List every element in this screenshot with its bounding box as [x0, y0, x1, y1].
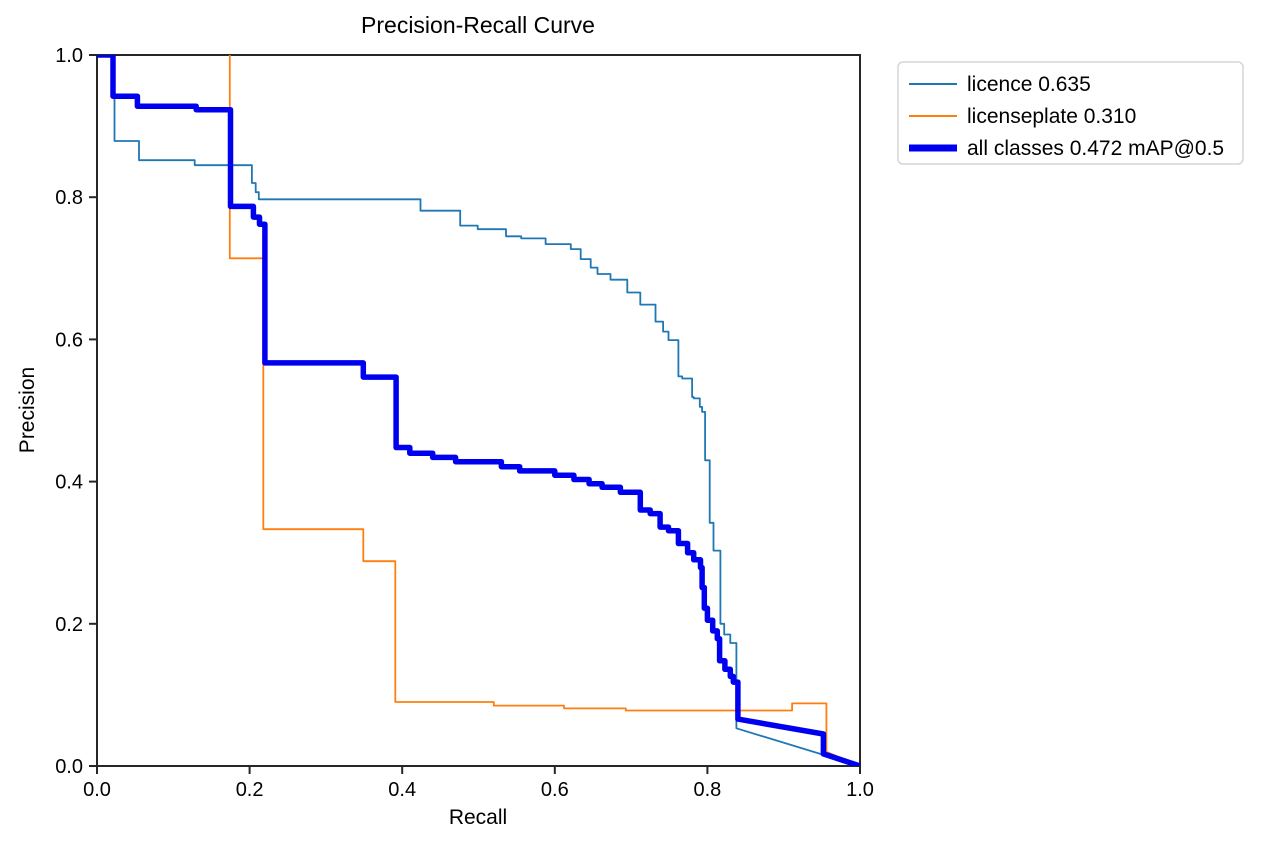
- y-tick-label: 1.0: [55, 45, 83, 67]
- x-tick-label: 0.6: [541, 779, 569, 801]
- x-tick-label: 0.2: [236, 779, 264, 801]
- curve-all-classes: [97, 55, 860, 766]
- x-tick-label: 0.0: [83, 779, 111, 801]
- y-tick-label: 0.0: [55, 756, 83, 778]
- x-tick-label: 1.0: [846, 779, 874, 801]
- curves: [97, 55, 860, 766]
- legend-entry-label: licence 0.635: [967, 73, 1091, 96]
- curve-licenseplate: [228, 55, 860, 766]
- y-tick-label: 0.2: [55, 614, 83, 636]
- x-axis-label: Recall: [449, 806, 507, 829]
- y-tick-label: 0.6: [55, 329, 83, 351]
- y-tick-label: 0.8: [55, 187, 83, 209]
- legend: licence 0.635 licenseplate 0.310 all class…: [897, 61, 1244, 165]
- y-axis-label: Precision: [16, 367, 39, 453]
- chart-title: Precision-Recall Curve: [361, 12, 595, 38]
- axes: 0.0 0.2 0.4 0.6 0.8 1.0 0.0 0.2 0.4 0.6 0.8 1.0: [55, 45, 874, 801]
- x-tick-label: 0.8: [693, 779, 721, 801]
- legend-box: [897, 61, 1244, 165]
- plot-border: [96, 54, 861, 767]
- legend-entry-label: licenseplate 0.310: [967, 105, 1136, 128]
- curve-licence: [97, 55, 860, 766]
- legend-entry-label: all classes 0.472 mAP@0.5: [967, 137, 1224, 160]
- y-tick-label: 0.4: [55, 472, 83, 494]
- x-tick-label: 0.4: [388, 779, 416, 801]
